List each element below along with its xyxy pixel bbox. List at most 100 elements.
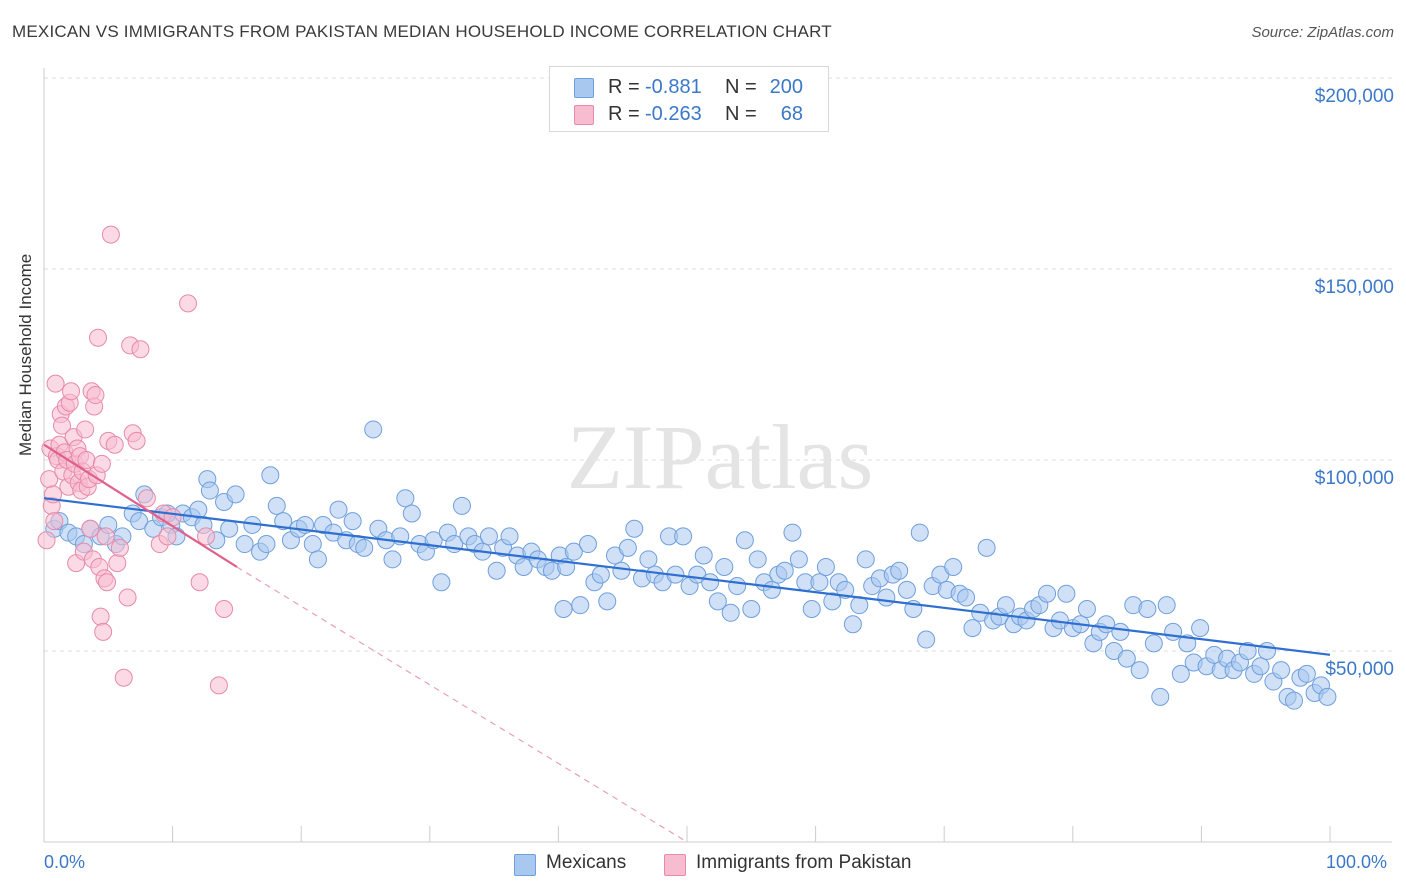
bottom-legend-swatch-mexicans (514, 854, 536, 876)
mexican-point (452, 496, 471, 515)
watermark: ZIPatlas (567, 406, 874, 508)
mexican-point (564, 542, 583, 561)
axes (43, 68, 1392, 843)
pakistan-point (62, 382, 81, 401)
mexican-point (742, 599, 761, 618)
mexican-point (701, 573, 720, 592)
mexican-point (917, 630, 936, 649)
pakistan-point (105, 435, 124, 454)
mexican-point (487, 561, 506, 580)
pakistan-point (98, 573, 117, 592)
mexican-point (802, 599, 821, 618)
mexican-point (674, 527, 693, 546)
mexican-point (591, 565, 610, 584)
mexican-point (735, 531, 754, 550)
mexican-point (514, 557, 533, 576)
legend-swatch-pakistan (574, 105, 594, 125)
bottom-legend-label: Immigrants from Pakistan (696, 852, 912, 873)
legend-r-value: -0.263 (645, 103, 702, 125)
mexican-point (890, 561, 909, 580)
y-tick-100k: $100,000 (1314, 468, 1394, 489)
pakistan-point (110, 538, 129, 557)
pakistan-point (209, 676, 228, 695)
mexican-point (897, 580, 916, 599)
legend-row-pakistan: R = -0.263 N = 68 (550, 101, 828, 129)
mexican-point (1144, 634, 1163, 653)
mexican-point (1257, 642, 1276, 660)
pakistan-point (37, 531, 56, 550)
mexican-point (261, 466, 280, 485)
pakistan-point (179, 294, 198, 313)
mexican-point (694, 546, 713, 565)
pakistan-point (114, 668, 133, 687)
pakistan-point (137, 489, 156, 508)
mexican-point (479, 527, 498, 546)
pakistan-trend-extension (236, 566, 688, 843)
mexican-point (810, 573, 829, 592)
pakistan-point (96, 527, 115, 546)
bottom-legend-label: Mexicans (546, 852, 627, 873)
mexican-point (578, 535, 597, 554)
mexican-point (823, 592, 842, 611)
pakistan-point (94, 622, 113, 641)
y-tick-150k: $150,000 (1314, 277, 1394, 298)
mexican-point (836, 580, 855, 599)
mexican-point (996, 596, 1015, 615)
mexican-point (200, 481, 219, 500)
legend-r-label: R = (608, 76, 640, 98)
pakistan-point (158, 527, 177, 546)
legend-n-value: 68 (780, 103, 803, 125)
mexican-point (383, 550, 402, 569)
mexican-point (1151, 687, 1170, 706)
legend-swatch-mexicans (574, 78, 594, 98)
pakistan-point (77, 451, 96, 469)
legend-n-label: N = (725, 103, 757, 125)
mexican-point (944, 557, 963, 576)
mexican-point (1297, 664, 1316, 683)
legend-r-value: -0.881 (645, 76, 702, 98)
mexican-point (708, 592, 727, 611)
mexican-point (1318, 687, 1337, 706)
mexican-point (1117, 649, 1136, 668)
mexican-point (554, 599, 573, 618)
mexican-point (1130, 661, 1149, 680)
mexican-point (1178, 634, 1197, 653)
mexican-point (598, 592, 617, 611)
mexican-point (130, 512, 149, 531)
chart-title: MEXICAN VS IMMIGRANTS FROM PAKISTAN MEDI… (12, 22, 832, 41)
mexican-point (1238, 642, 1257, 660)
bottom-legend-swatch-pakistan (664, 854, 686, 876)
y-tick-200k: $200,000 (1314, 86, 1394, 107)
pakistan-point (86, 386, 105, 405)
pakistan-point (131, 340, 150, 359)
mexican-point (1164, 622, 1183, 641)
legend-r-label: R = (608, 103, 640, 125)
mexican-point (639, 550, 658, 569)
mexican-point (877, 588, 896, 607)
mexican-point (571, 596, 590, 615)
pakistan-point (92, 454, 111, 473)
pakistan-point (127, 431, 146, 450)
mexican-point (789, 550, 808, 569)
mexican-point (977, 538, 996, 557)
mexican-point (343, 512, 362, 531)
mexican-point (1284, 691, 1303, 710)
mexican-point (267, 496, 286, 515)
mexican-point (257, 535, 276, 554)
mexican-point (1057, 584, 1076, 603)
mexican-point (355, 538, 374, 557)
pakistan-point (91, 607, 110, 626)
mexican-point (1191, 619, 1210, 638)
mexican-point (432, 573, 451, 592)
mexican-point (1251, 657, 1270, 676)
mexican-point (402, 504, 421, 523)
mexican-point (303, 535, 322, 554)
mexican-point (1038, 584, 1057, 603)
mexican-point (364, 420, 383, 439)
mexican-point (625, 519, 644, 538)
mexican-point (618, 538, 637, 557)
mexican-point (226, 485, 245, 504)
mexican-point (715, 557, 734, 576)
mexican-point (308, 550, 327, 569)
